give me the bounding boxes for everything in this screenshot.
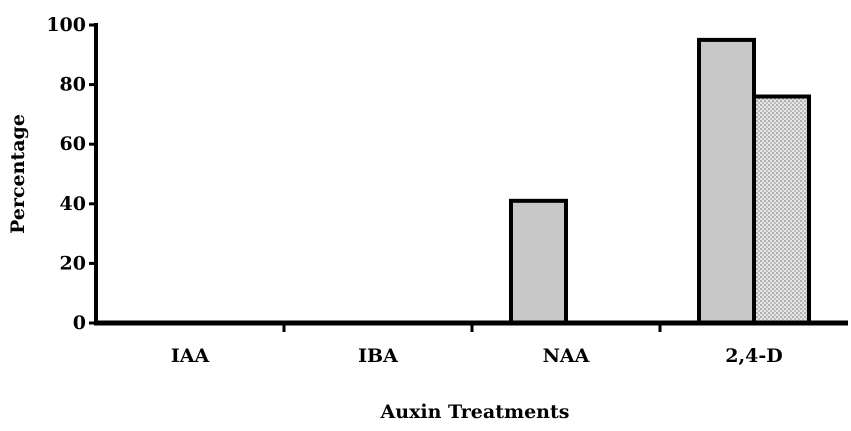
axes-layer — [89, 23, 848, 332]
labels-layer: IAA IBA NAA 2,4-D 0 20 40 60 80 100 — [46, 14, 782, 367]
y-tick-label: 60 — [60, 133, 86, 155]
x-tick-label: IAA — [171, 345, 210, 367]
x-axis-title: Auxin Treatments — [380, 401, 570, 423]
y-tick-label: 0 — [73, 312, 86, 334]
y-axis-title: Percentage — [7, 114, 29, 234]
bar-2-4-d-series-1 — [697, 37, 756, 326]
x-tick-label: 2,4-D — [725, 345, 782, 367]
bar-2-4-d-series-2 — [752, 94, 811, 325]
y-tick-label: 80 — [60, 74, 86, 96]
bar-naa-series-1 — [509, 198, 568, 326]
x-tick-label: IBA — [358, 345, 398, 367]
y-tick-label: 20 — [60, 252, 86, 274]
y-tick-label: 40 — [60, 193, 86, 215]
y-tick-label: 100 — [46, 14, 86, 36]
x-tick-label: NAA — [543, 345, 590, 367]
bars-layer — [509, 37, 811, 326]
